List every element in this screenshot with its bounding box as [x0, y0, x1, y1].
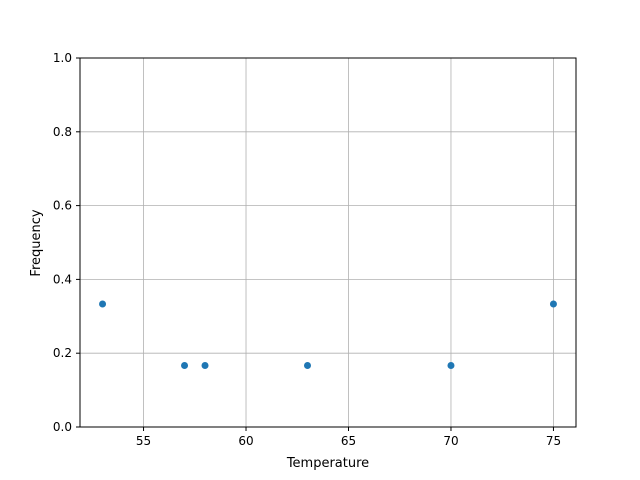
data-point	[181, 361, 189, 369]
data-point	[447, 361, 455, 369]
y-tick-label: 0.6	[53, 199, 72, 213]
data-point	[99, 300, 107, 308]
x-axis-label: Temperature	[286, 456, 369, 471]
data-points	[99, 300, 557, 369]
grid	[80, 57, 576, 428]
plot-frame	[79, 57, 577, 428]
x-tick-label: 60	[238, 434, 253, 448]
axis-ticks: 55 60 65 70 75 0.0 0.2 0.4 0.6 0.8 1.0	[53, 51, 561, 448]
x-tick-label: 75	[546, 434, 561, 448]
data-point	[549, 300, 557, 308]
y-axis-label: Frequency	[29, 209, 44, 276]
y-tick-label: 1.0	[53, 51, 72, 65]
y-tick-label: 0.0	[53, 420, 72, 434]
y-tick-label: 0.4	[53, 272, 72, 286]
y-tick-label: 0.2	[53, 346, 72, 360]
x-tick-label: 55	[136, 434, 151, 448]
data-point	[304, 361, 312, 369]
x-tick-label: 65	[341, 434, 356, 448]
data-point	[201, 361, 209, 369]
y-tick-label: 0.8	[53, 125, 72, 139]
x-tick-label: 70	[443, 434, 458, 448]
